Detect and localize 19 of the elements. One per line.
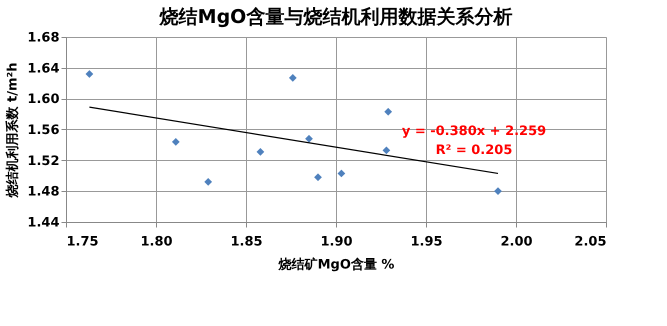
y-tick-label: 1.44 (27, 216, 60, 230)
x-tick-label: 1.85 (230, 234, 263, 250)
x-tick-label: 1.90 (320, 234, 353, 250)
x-tick-label: 1.95 (410, 234, 443, 250)
x-axis-title: 烧结矿MgO含量 % (278, 256, 394, 272)
x-tick-label: 2.05 (574, 234, 606, 250)
x-tick-label: 1.80 (140, 234, 173, 250)
y-tick-label: 1.52 (27, 154, 60, 169)
x-tick-label: 2.00 (500, 234, 533, 250)
annotation: y = -0.380x + 2.259 (402, 124, 546, 139)
x-tick-label: 1.75 (66, 234, 99, 250)
y-axis-title: 烧结机利用系数 t/m²h (4, 62, 20, 198)
y-tick-label: 1.68 (27, 30, 60, 46)
y-tick-label: 1.60 (27, 92, 60, 108)
y-tick-label: 1.64 (27, 61, 60, 76)
chart-title: 烧结MgO含量与烧结机利用数据关系分析 (158, 6, 512, 28)
y-tick-label: 1.56 (27, 123, 60, 138)
y-tick-label: 1.48 (27, 184, 60, 200)
annotation: R² = 0.205 (436, 143, 512, 158)
